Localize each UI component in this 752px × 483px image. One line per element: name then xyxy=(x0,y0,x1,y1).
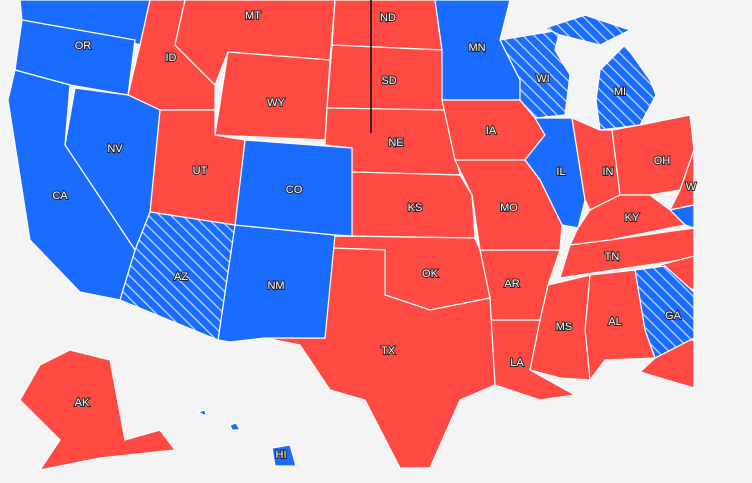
state-label: IA xyxy=(486,125,497,137)
state-shape xyxy=(543,14,632,46)
state-label: OR xyxy=(75,40,92,52)
state-shape xyxy=(499,29,571,119)
state-label: NM xyxy=(267,280,284,292)
state-label: SD xyxy=(381,75,396,87)
state-label: W xyxy=(686,181,697,193)
state-label: MO xyxy=(500,202,518,214)
state-shape xyxy=(271,444,297,467)
state-label: LA xyxy=(510,357,524,369)
state-label: CA xyxy=(52,190,68,202)
state-label: TX xyxy=(381,345,396,357)
state-label: AK xyxy=(75,397,90,409)
state-shape xyxy=(595,44,657,131)
state-shape xyxy=(559,227,695,279)
state-label: ID xyxy=(166,52,177,64)
state-label: OK xyxy=(422,268,439,280)
state-label: NE xyxy=(388,137,403,149)
state-shape xyxy=(7,69,136,301)
labels: OR ID MT WY ND SD NE MN WI MI IA IL IN OH W KY TN GA AL MS L… xyxy=(51,9,697,462)
state-label: KY xyxy=(625,212,640,224)
state-label: OH xyxy=(654,155,671,167)
state-label: IL xyxy=(556,166,565,178)
state-label: IN xyxy=(603,166,614,178)
state-label: WI xyxy=(536,73,549,85)
state-label: ND xyxy=(380,12,396,24)
state-label: HI xyxy=(276,449,287,461)
state-label: WY xyxy=(267,97,285,109)
state-label: AR xyxy=(504,278,519,290)
state-shape xyxy=(196,409,207,418)
state-shape xyxy=(264,247,496,469)
state-label: KS xyxy=(408,202,423,214)
state-label: MT xyxy=(245,10,261,22)
state-label: GA xyxy=(665,310,682,322)
states xyxy=(7,0,695,471)
state-label: TN xyxy=(605,251,620,263)
state-label: AL xyxy=(608,316,621,328)
state-label: NV xyxy=(107,143,123,155)
state-label: UT xyxy=(193,165,208,177)
state-shape xyxy=(229,422,242,431)
state-label: MI xyxy=(614,86,626,98)
state-label: MN xyxy=(468,42,485,54)
state-label: AZ xyxy=(174,271,188,283)
state-shape xyxy=(454,159,563,251)
state-label: CO xyxy=(286,184,303,196)
state-shape xyxy=(331,0,443,51)
state-label: MS xyxy=(556,321,573,333)
state-shape xyxy=(19,349,177,471)
